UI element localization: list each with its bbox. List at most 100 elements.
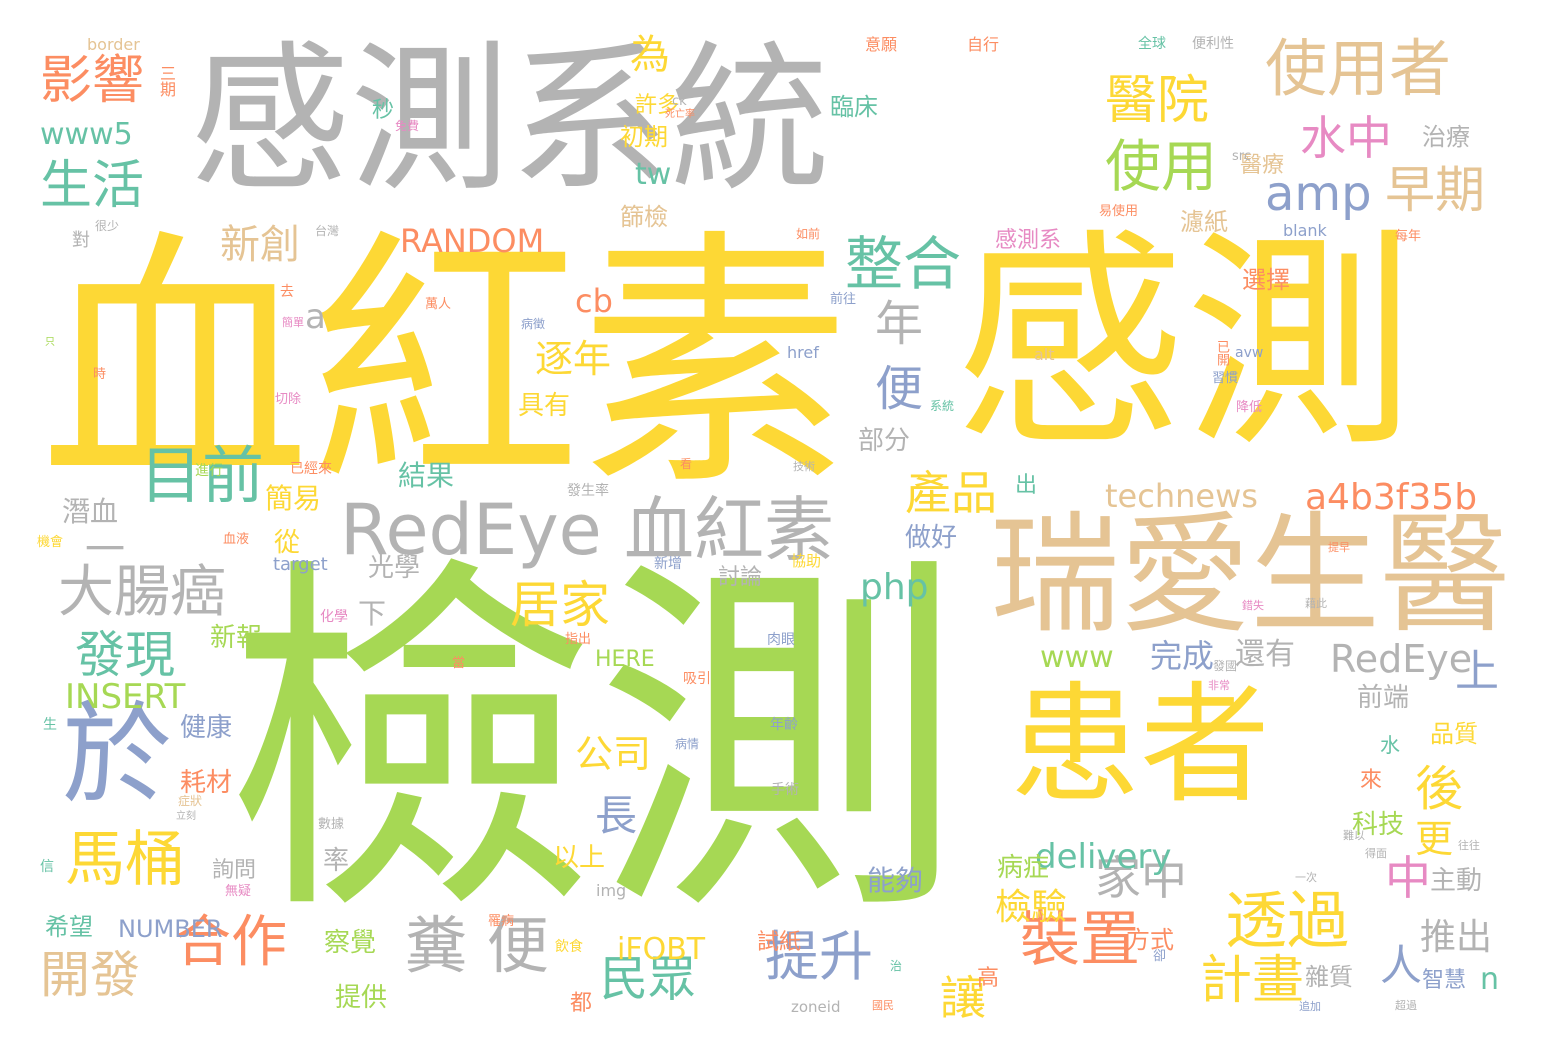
cloud-word: 從 — [274, 528, 301, 558]
cloud-word: 討論 — [718, 565, 763, 590]
cloud-word: 新增 — [654, 556, 682, 572]
cloud-word: 死亡率 — [665, 109, 695, 120]
cloud-word: 台灣 — [315, 224, 340, 238]
cloud-word: 只 — [45, 337, 55, 348]
cloud-word: 如前 — [796, 227, 821, 241]
cloud-word: 易使用 — [1099, 204, 1139, 219]
cloud-word: iFOBT — [617, 932, 706, 967]
cloud-word: 早期 — [1385, 161, 1485, 219]
cloud-word: 許多 — [635, 93, 680, 118]
cloud-word: 雜質 — [1305, 963, 1353, 991]
cloud-word: 降低 — [1236, 400, 1263, 415]
cloud-word: 卻 — [1153, 949, 1167, 964]
cloud-word: 習慣 — [1212, 371, 1239, 386]
cloud-word: 高 — [977, 966, 1000, 991]
cloud-word: NUMBER — [118, 915, 223, 943]
cloud-word: 上 — [1455, 646, 1499, 697]
cloud-word: 切除 — [275, 392, 302, 407]
cloud-word: 錯失 — [1242, 599, 1264, 612]
cloud-word: 為 — [630, 32, 670, 78]
cloud-word: 光學 — [368, 553, 421, 583]
cloud-word: 下 — [358, 597, 387, 630]
cloud-word: 技術 — [793, 460, 815, 473]
cloud-word: 部分 — [858, 426, 911, 456]
cloud-word: 開發 — [40, 946, 140, 1004]
cloud-word: 系統 — [930, 399, 955, 413]
cloud-word: 一 — [85, 527, 125, 573]
cloud-word: 意願 — [865, 35, 898, 54]
cloud-word: 具有 — [518, 391, 571, 421]
cloud-word: 初期 — [620, 123, 668, 151]
cloud-word: 後 — [1415, 761, 1464, 817]
cloud-word: 逐年 — [535, 337, 612, 381]
cloud-word: 感測系 — [995, 228, 1062, 253]
cloud-word: 感測 — [955, 211, 1416, 478]
cloud-word: 每年 — [1395, 229, 1422, 244]
cloud-word: a4b3f35b — [1305, 477, 1478, 518]
cloud-word: 已開 — [1214, 340, 1229, 366]
cloud-word: href — [787, 343, 819, 362]
cloud-word: 血紅素 — [40, 207, 850, 522]
cloud-word: 病徵 — [521, 317, 546, 331]
cloud-word: 超過 — [1395, 999, 1417, 1012]
cloud-word: 醫院 — [1105, 71, 1210, 131]
cloud-word: zoneid — [791, 998, 841, 1016]
cloud-word: 人 — [1380, 941, 1423, 990]
cloud-word: cb — [575, 282, 613, 320]
cloud-word: 使用者 — [1265, 32, 1452, 105]
cloud-word: 中 — [1385, 851, 1431, 905]
cloud-word: ck — [672, 94, 687, 109]
cloud-word: 瑞愛生醫 — [990, 499, 1511, 651]
cloud-word: 吸引 — [683, 671, 711, 687]
cloud-word: 國民 — [872, 999, 894, 1012]
cloud-word: 品質 — [1430, 720, 1478, 748]
cloud-word: 病症 — [997, 853, 1050, 883]
cloud-word: 很少 — [95, 219, 120, 233]
cloud-word: 協助 — [791, 552, 822, 570]
cloud-word: 方式 — [1126, 926, 1174, 954]
cloud-word: 察覺 — [324, 928, 377, 958]
cloud-word: 完成 — [1150, 637, 1215, 675]
cloud-word: 透過 — [1225, 884, 1350, 957]
cloud-word: 秒 — [372, 98, 395, 123]
cloud-word: 無疑 — [225, 884, 252, 899]
cloud-word: 三期 — [157, 65, 176, 97]
cloud-word: 機會 — [37, 535, 64, 550]
cloud-word: 合作 — [175, 910, 287, 975]
cloud-word: 新報 — [210, 623, 263, 653]
cloud-word: 長 — [595, 791, 638, 840]
cloud-word: 肉眼 — [767, 632, 795, 648]
cloud-word: 化學 — [320, 609, 348, 625]
cloud-word: 做好 — [905, 523, 958, 553]
cloud-word: 居家 — [510, 576, 610, 634]
cloud-word: 糞 便 — [405, 909, 549, 982]
cloud-word: 追加 — [1299, 1000, 1321, 1013]
cloud-word: 前端 — [1357, 683, 1410, 713]
cloud-word: 往往 — [1458, 839, 1480, 852]
cloud-word: border — [87, 35, 140, 54]
cloud-word: 於 — [62, 691, 172, 819]
cloud-word: 信 — [40, 859, 54, 875]
cloud-word: 感測系統 — [190, 26, 831, 213]
cloud-word: 醫療 — [1240, 153, 1285, 178]
cloud-word: 簡單 — [282, 316, 304, 329]
cloud-word: src — [1232, 149, 1251, 164]
cloud-word: tw — [635, 157, 672, 192]
cloud-word: 治 — [890, 959, 903, 973]
cloud-word: 症狀 — [178, 794, 203, 808]
cloud-word: n — [1480, 962, 1500, 997]
cloud-word: 希望 — [45, 913, 93, 941]
cloud-word: 率 — [323, 846, 350, 876]
cloud-word: 篩檢 — [620, 203, 668, 231]
cloud-word: www — [1040, 640, 1114, 675]
cloud-word: 前往 — [830, 292, 857, 307]
cloud-word: 新創 — [220, 222, 300, 268]
cloud-word: 濾紙 — [1180, 208, 1228, 236]
cloud-word: www5 — [40, 117, 133, 152]
cloud-word: 公司 — [575, 732, 652, 776]
cloud-word: img — [596, 881, 627, 900]
cloud-word: 出 — [1015, 473, 1038, 498]
cloud-word: 更 — [1415, 817, 1454, 861]
cloud-word: 馬桶 — [65, 825, 185, 895]
